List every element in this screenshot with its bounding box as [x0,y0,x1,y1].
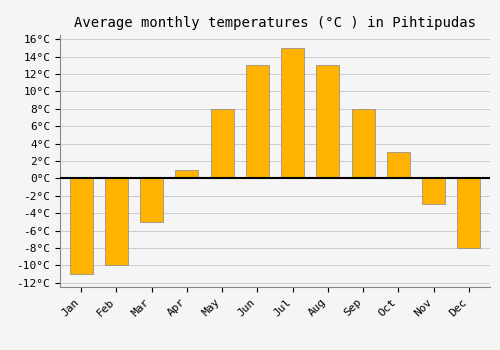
Bar [246,65,269,178]
Bar [316,65,340,178]
Bar [140,178,163,222]
Bar [70,178,92,274]
Bar [281,48,304,178]
Bar [352,109,374,178]
Bar [387,152,410,178]
Bar [210,109,234,178]
Bar [176,170,199,178]
Bar [422,178,445,204]
Bar [458,178,480,248]
Bar [105,178,128,265]
Title: Average monthly temperatures (°C ) in Pihtipudas: Average monthly temperatures (°C ) in Pi… [74,16,476,30]
